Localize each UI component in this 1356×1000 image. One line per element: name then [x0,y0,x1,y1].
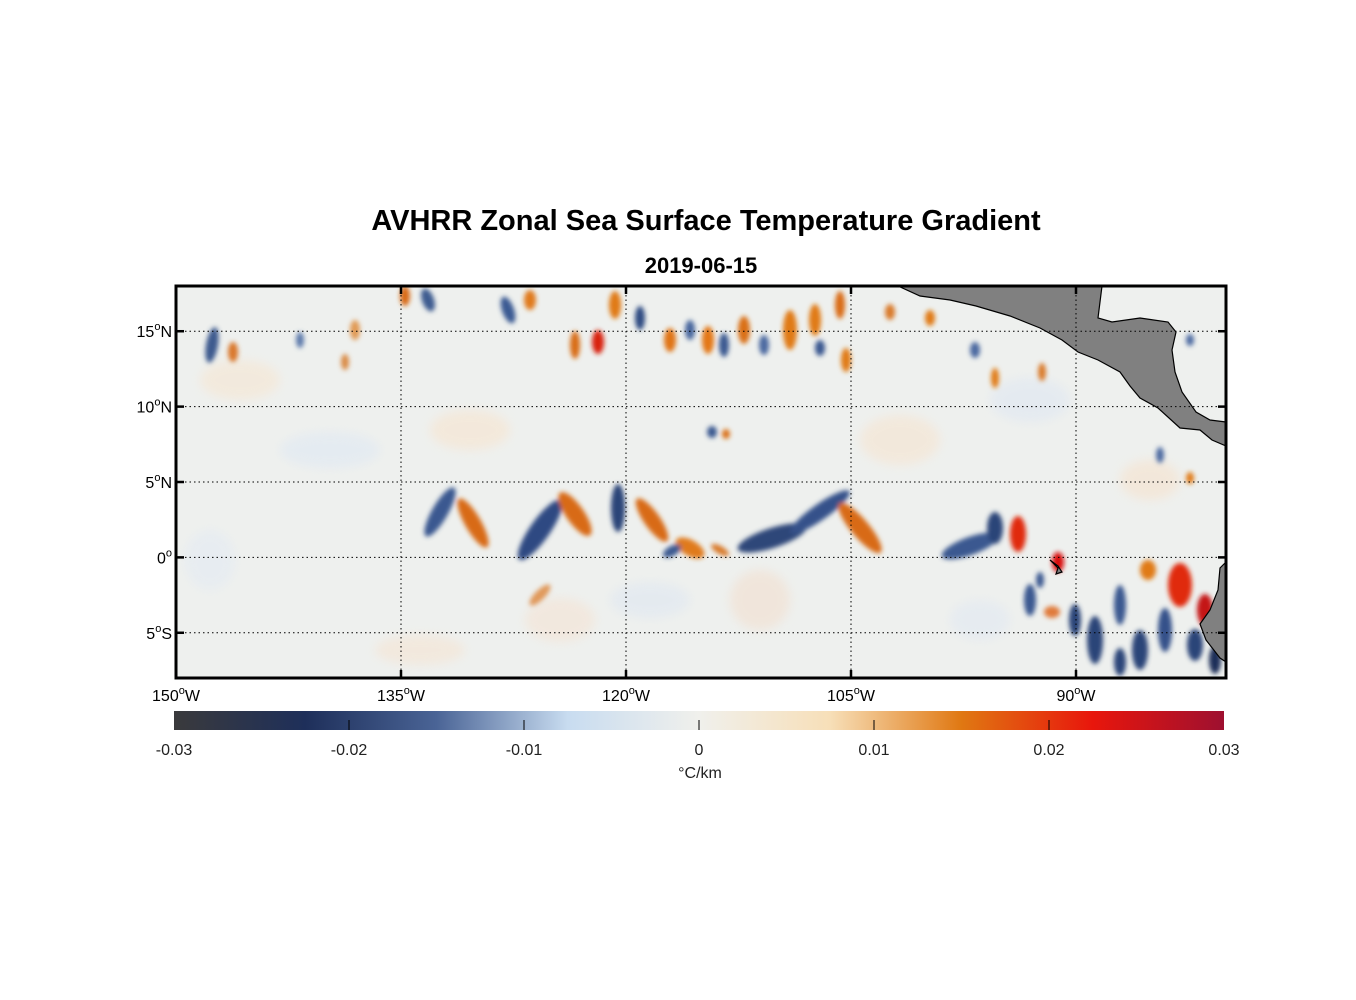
y-tick-label: 15oN [137,321,172,341]
colorbar-tick-label: 0.02 [1033,742,1064,759]
colorbar-tick-label: 0.01 [858,742,889,759]
y-tick-label: 5oN [145,472,172,492]
chart-subtitle: 2019-06-15 [644,253,758,278]
x-axis: 150oW 135oW 120oW 105oW 90oW [152,286,1096,705]
colorbar-tick-label: -0.03 [156,742,193,759]
x-tick-label: 105oW [827,685,876,705]
y-tick-label: 10oN [137,397,172,417]
colorbar-tick-label: -0.02 [331,742,368,759]
y-axis: 15oN 10oN 5oN 0o 5oS [137,321,1226,643]
x-tick-label: 150oW [152,685,201,705]
x-tick-label: 90oW [1056,685,1096,705]
y-tick-label: 0o [157,547,172,567]
chart-title: AVHRR Zonal Sea Surface Temperature Grad… [371,205,1041,237]
colorbar-label: °C/km [678,765,722,782]
x-tick-label: 120oW [602,685,651,705]
colorbar-tick-label: 0 [695,742,704,759]
galapagos-island [1049,559,1063,575]
colorbar-tick-label: 0.03 [1208,742,1239,759]
colorbar-ticks: -0.03 -0.02 -0.01 0 0.01 0.02 0.03 [156,720,1240,759]
central-america-landmass [897,286,1226,447]
south-america-landmass [1199,561,1226,663]
x-tick-label: 135oW [377,685,426,705]
colorbar-tick-label: -0.01 [506,742,543,759]
background-texture [185,360,1180,665]
y-tick-label: 5oS [146,623,172,643]
gradient-features [205,286,1221,676]
